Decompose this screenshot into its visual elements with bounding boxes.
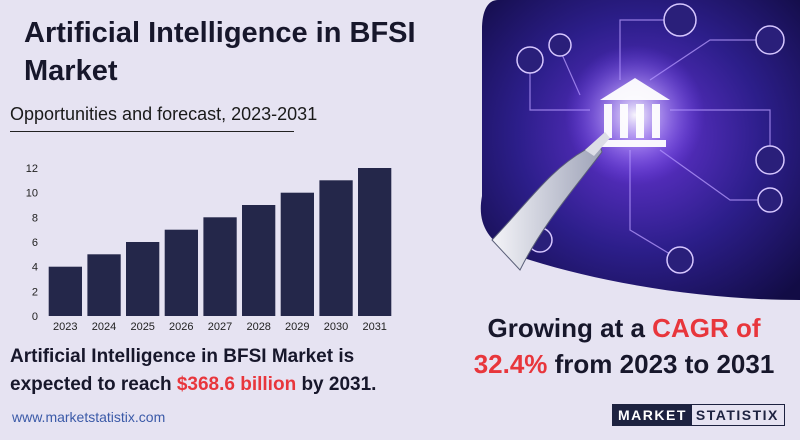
robot-hand-bank-icon — [480, 0, 800, 300]
bar-2026 — [164, 229, 198, 316]
subtitle-divider — [10, 131, 294, 132]
y-tick-label: 0 — [32, 311, 38, 323]
cagr-prefix: Growing at a — [487, 313, 653, 343]
page-subtitle: Opportunities and forecast, 2023-2031 — [10, 104, 318, 124]
page-title: Artificial Intelligence in BFSI Market — [24, 17, 416, 87]
cagr-suffix: from 2023 to 2031 — [547, 349, 775, 379]
bar-2030 — [319, 180, 353, 316]
bar-2025 — [126, 242, 160, 316]
y-axis: 0 2 4 6 8 10 12 — [26, 163, 38, 323]
cagr-rate: 32.4% — [473, 349, 548, 379]
x-tick-label: 2029 — [285, 321, 309, 333]
x-tick-label: 2024 — [92, 321, 116, 333]
logo-part-statistix: STATISTIX — [691, 404, 785, 426]
x-tick-label: 2023 — [53, 321, 77, 333]
x-axis: 2023 2024 2025 2026 2027 2028 2029 2030 2031 — [53, 321, 387, 333]
x-tick-label: 2030 — [324, 321, 348, 333]
y-tick-label: 6 — [32, 237, 38, 249]
y-tick-label: 12 — [26, 163, 38, 175]
bar-2028 — [242, 205, 276, 316]
market-summary: Artificial Intelligence in BFSI Market i… — [10, 343, 430, 399]
y-tick-label: 10 — [26, 188, 38, 200]
cagr-statement: Growing at a CAGR of 32.4% from 2023 to … — [448, 310, 800, 382]
bar-series — [48, 168, 392, 316]
website-link[interactable]: www.marketstatistix.com — [12, 409, 166, 425]
bar-2031 — [358, 168, 392, 316]
cagr-label: CAGR of — [652, 313, 761, 343]
bar-2024 — [87, 254, 121, 316]
x-tick-label: 2028 — [246, 321, 270, 333]
bar-2023 — [48, 266, 82, 316]
x-tick-label: 2026 — [169, 321, 193, 333]
y-tick-label: 8 — [32, 212, 38, 224]
x-tick-label: 2025 — [130, 321, 154, 333]
x-tick-label: 2031 — [362, 321, 386, 333]
summary-text-start: Artificial Intelligence in BFSI Market i… — [10, 346, 355, 395]
brand-logo: MARKET STATISTIX — [612, 404, 785, 426]
bar-2027 — [203, 217, 237, 316]
y-tick-label: 2 — [32, 286, 38, 298]
market-value-highlight: $368.6 billion — [176, 374, 297, 395]
summary-text-end: by 2031. — [296, 374, 377, 395]
logo-part-market: MARKET — [612, 404, 692, 426]
y-tick-label: 4 — [32, 262, 38, 274]
bar-2029 — [280, 192, 314, 316]
x-tick-label: 2027 — [208, 321, 232, 333]
